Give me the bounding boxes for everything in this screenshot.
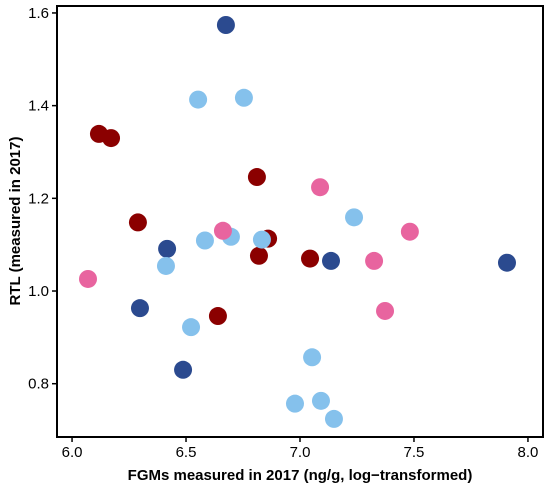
point: [249, 246, 268, 265]
y-tick-label: 1.2: [28, 190, 49, 207]
point: [213, 221, 232, 240]
point: [189, 90, 208, 109]
point: [400, 222, 419, 241]
y-tick-label: 0.8: [28, 376, 49, 393]
x-tick-label: 6.5: [176, 444, 197, 461]
point: [195, 231, 214, 250]
x-tick-label: 7.0: [290, 444, 311, 461]
point: [252, 230, 271, 249]
point: [285, 394, 304, 413]
point: [322, 251, 341, 270]
point: [128, 213, 147, 232]
point: [247, 168, 266, 187]
point: [156, 256, 175, 275]
point: [208, 307, 227, 326]
point: [174, 360, 193, 379]
point: [497, 253, 516, 272]
point: [79, 269, 98, 288]
point: [130, 299, 149, 318]
y-tick-label: 1.6: [28, 5, 49, 22]
x-axis-title: FGMs measured in 2017 (ng/g, log−transfo…: [128, 467, 473, 484]
y-tick-label: 1.0: [28, 283, 49, 300]
point: [102, 129, 121, 148]
point: [376, 301, 395, 320]
point: [345, 208, 364, 227]
point: [303, 348, 322, 367]
point: [311, 391, 330, 410]
point: [182, 318, 201, 337]
point: [324, 409, 343, 428]
point: [158, 239, 177, 258]
point: [301, 249, 320, 268]
point: [216, 16, 235, 35]
y-tick-label: 1.4: [28, 98, 49, 115]
point: [365, 251, 384, 270]
y-axis-title: RTL (measured in 2017): [7, 137, 24, 306]
x-tick-label: 8.0: [518, 444, 539, 461]
plot-frame: [56, 5, 544, 438]
point: [311, 178, 330, 197]
x-tick-label: 7.5: [404, 444, 425, 461]
point: [234, 88, 253, 107]
x-tick-label: 6.0: [62, 444, 83, 461]
